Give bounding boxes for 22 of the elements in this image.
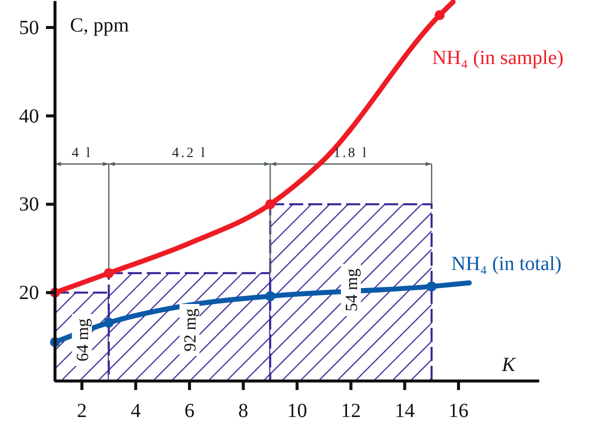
annotation: 4 l <box>72 146 92 161</box>
annotation: 54 mg <box>342 268 361 312</box>
series-label: NH₄ (in sample) <box>432 46 564 69</box>
x-tick-label: 14 <box>394 400 415 421</box>
series-label: NH₄ (in total) <box>451 252 562 275</box>
annotation: 1.8 l <box>333 146 368 161</box>
x-tick-label: 2 <box>76 400 87 421</box>
x-tick-label: 6 <box>184 400 194 421</box>
x-tick-label: 4 <box>130 400 141 421</box>
x-tick-label: 12 <box>340 400 361 421</box>
annotation: 4.2 l <box>172 146 207 161</box>
annotation: 64 mg <box>72 318 92 362</box>
x-tick-label: 8 <box>238 400 248 421</box>
y-axis-title: C, ppm <box>70 14 130 37</box>
x-tick-label: 10 <box>287 400 308 421</box>
y-tick-label: 50 <box>19 16 39 39</box>
y-tick-label: 40 <box>19 105 39 128</box>
y-tick-label: 20 <box>19 282 39 304</box>
x-axis-title: K <box>500 354 517 376</box>
annotation: 92 mg <box>180 308 200 352</box>
y-tick-label: 30 <box>19 194 39 216</box>
x-tick-label: 16 <box>448 400 468 421</box>
